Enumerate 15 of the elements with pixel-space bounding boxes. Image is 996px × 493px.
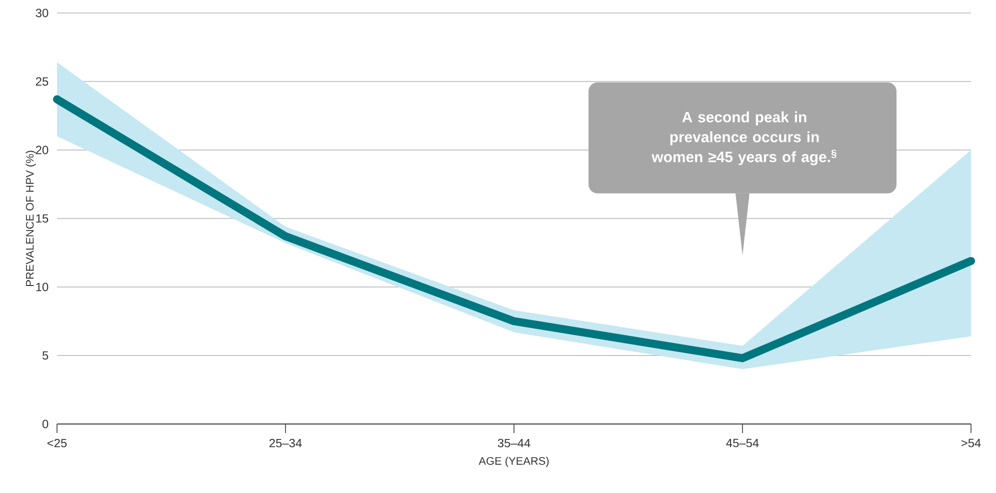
x-tick-label: 45–54 — [726, 438, 759, 448]
y-tick-label: 5 — [42, 351, 48, 360]
y-tick-label: 20 — [36, 146, 48, 154]
y-tick-label: 10 — [36, 282, 48, 292]
y-tick-label: 25 — [36, 77, 48, 86]
y-tick-label: 30 — [36, 8, 48, 18]
x-axis-title: AGE (YEARS) — [478, 456, 549, 468]
y-tick-label: 15 — [36, 214, 48, 223]
x-tick-label: 35–44 — [498, 438, 530, 448]
annotation: A second peak in prevalence occurs in women ≥45 years of age.$^{§}$ — [652, 111, 836, 166]
x-tick-label: >54 — [961, 438, 981, 448]
y-axis-title: PREVALENCE OF HPV (%) — [26, 150, 36, 286]
x-tick-label: <25 — [47, 438, 67, 448]
y-tick-label: 0 — [42, 420, 48, 428]
x-tick-label: 25–34 — [269, 438, 302, 448]
